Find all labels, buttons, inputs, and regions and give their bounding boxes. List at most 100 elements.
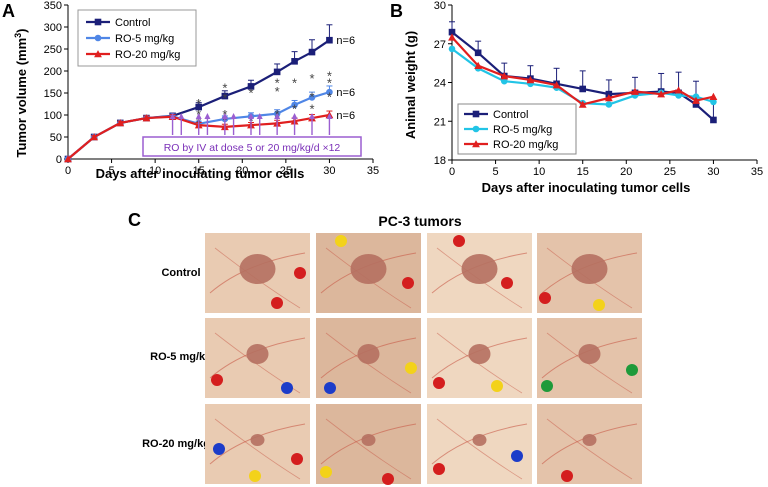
x-tick-label: 0 [65, 165, 71, 177]
x-tick-label: 25 [280, 165, 292, 177]
y-tick-label: 30 [434, 0, 446, 12]
y-tick-label: 0 [56, 154, 62, 166]
data-point [116, 119, 125, 127]
blood-vessel [436, 332, 523, 394]
y-tick-label: 50 [50, 132, 62, 144]
n-label: n=6 [336, 110, 355, 122]
tumor [468, 344, 491, 364]
x-tick-label: 25 [664, 166, 676, 178]
data-point [273, 68, 281, 76]
data-point [675, 92, 682, 99]
tumor-photo [537, 404, 642, 484]
data-point [221, 92, 229, 100]
tumor [357, 344, 380, 364]
ear-tag-marker [281, 382, 293, 394]
tumor-photo [205, 404, 310, 484]
treatment-arrow-head [274, 113, 281, 119]
ear-tag-marker [593, 299, 605, 311]
significance-asterisk: * [309, 89, 314, 104]
x-tick-label: 10 [533, 166, 545, 178]
treatment-arrow-head [326, 113, 333, 119]
row-label-ro-20: RO-20 mg/kg [142, 438, 210, 450]
tumor [350, 254, 387, 284]
x-tick-label: 15 [577, 166, 589, 178]
ear-tag-marker [511, 450, 523, 462]
x-tick-label: 0 [449, 166, 455, 178]
tumor-photo [205, 318, 310, 398]
n-label: n=6 [336, 87, 355, 99]
x-tick-label: 15 [193, 165, 205, 177]
ear-tag-marker [249, 470, 261, 482]
y-tick-label: 27 [434, 39, 446, 51]
significance-asterisk: * [222, 90, 227, 105]
treatment-box-label: RO by IV at dose 5 or 20 mg/kg/d ×12 [164, 142, 341, 154]
data-point [526, 76, 535, 84]
ear-tag-marker [433, 463, 445, 475]
data-point [552, 81, 561, 89]
data-point [710, 116, 717, 124]
blood-vessel [436, 418, 523, 480]
tumor-photo [537, 233, 642, 313]
y-tick-label: 300 [44, 22, 62, 34]
y-tick-label: 24 [434, 78, 446, 90]
data-point [195, 103, 203, 111]
animal-weight-y-axis-title: Animal weight (g) [403, 31, 418, 139]
svg-text:Tumor volume (mm3): Tumor volume (mm3) [13, 28, 29, 157]
treatment-arrow-head [221, 113, 228, 119]
y-tick-label: 200 [44, 66, 62, 78]
significance-asterisk: * [292, 75, 297, 90]
ear-tag-marker [626, 364, 638, 376]
row-label-ro-5: RO-5 mg/kg [150, 351, 212, 363]
ear-tag-marker [539, 292, 551, 304]
tumor-photo [427, 318, 532, 398]
legend-label: RO-20 mg/kg [493, 139, 558, 151]
ear-tag-marker [541, 380, 553, 392]
tumor [239, 254, 276, 284]
significance-asterisk: * [327, 89, 332, 104]
significance-asterisk: * [275, 75, 280, 90]
ear-tag-marker [213, 443, 225, 455]
tumor [582, 434, 597, 446]
data-point [326, 88, 333, 96]
tumor [246, 344, 269, 364]
data-point [448, 45, 456, 53]
data-point [692, 101, 700, 108]
panel-b-letter: B [390, 1, 403, 21]
tumor [571, 254, 608, 284]
series-line-2 [67, 113, 330, 160]
y-tick-label: 250 [44, 44, 62, 56]
tumor [250, 434, 265, 446]
ear-tag-marker [491, 380, 503, 392]
tumor-photo [427, 404, 532, 484]
tumor-photo [316, 404, 421, 485]
data-point [474, 49, 482, 57]
treatment-arrow-head [204, 113, 211, 119]
ear-tag-marker [382, 473, 394, 485]
data-point [631, 87, 639, 95]
data-point [448, 33, 456, 41]
ear-tag-marker [402, 277, 414, 289]
panel-a-letter: A [2, 1, 15, 21]
x-tick-label: 10 [149, 165, 161, 177]
data-point [308, 94, 316, 101]
legend-marker [472, 140, 480, 148]
treatment-arrow-head [230, 113, 237, 119]
x-tick-label: 35 [367, 165, 379, 177]
treatment-arrow-head [248, 113, 254, 119]
tumor-photo [427, 233, 532, 313]
significance-asterisk: * [292, 101, 297, 116]
significance-asterisk: * [248, 85, 253, 100]
data-point [578, 100, 587, 108]
treatment-arrow-head [256, 113, 263, 119]
treatment-arrow-head [169, 113, 176, 119]
data-point [291, 101, 298, 109]
ear-tag-marker [320, 466, 332, 478]
data-point [692, 96, 700, 104]
treatment-arrow-head [195, 113, 202, 119]
tumor-volume-y-axis-title: Tumor volume (mm3) [13, 28, 29, 157]
tumor [361, 434, 376, 446]
legend-marker [94, 18, 102, 26]
significance-asterisk: * [327, 75, 332, 90]
